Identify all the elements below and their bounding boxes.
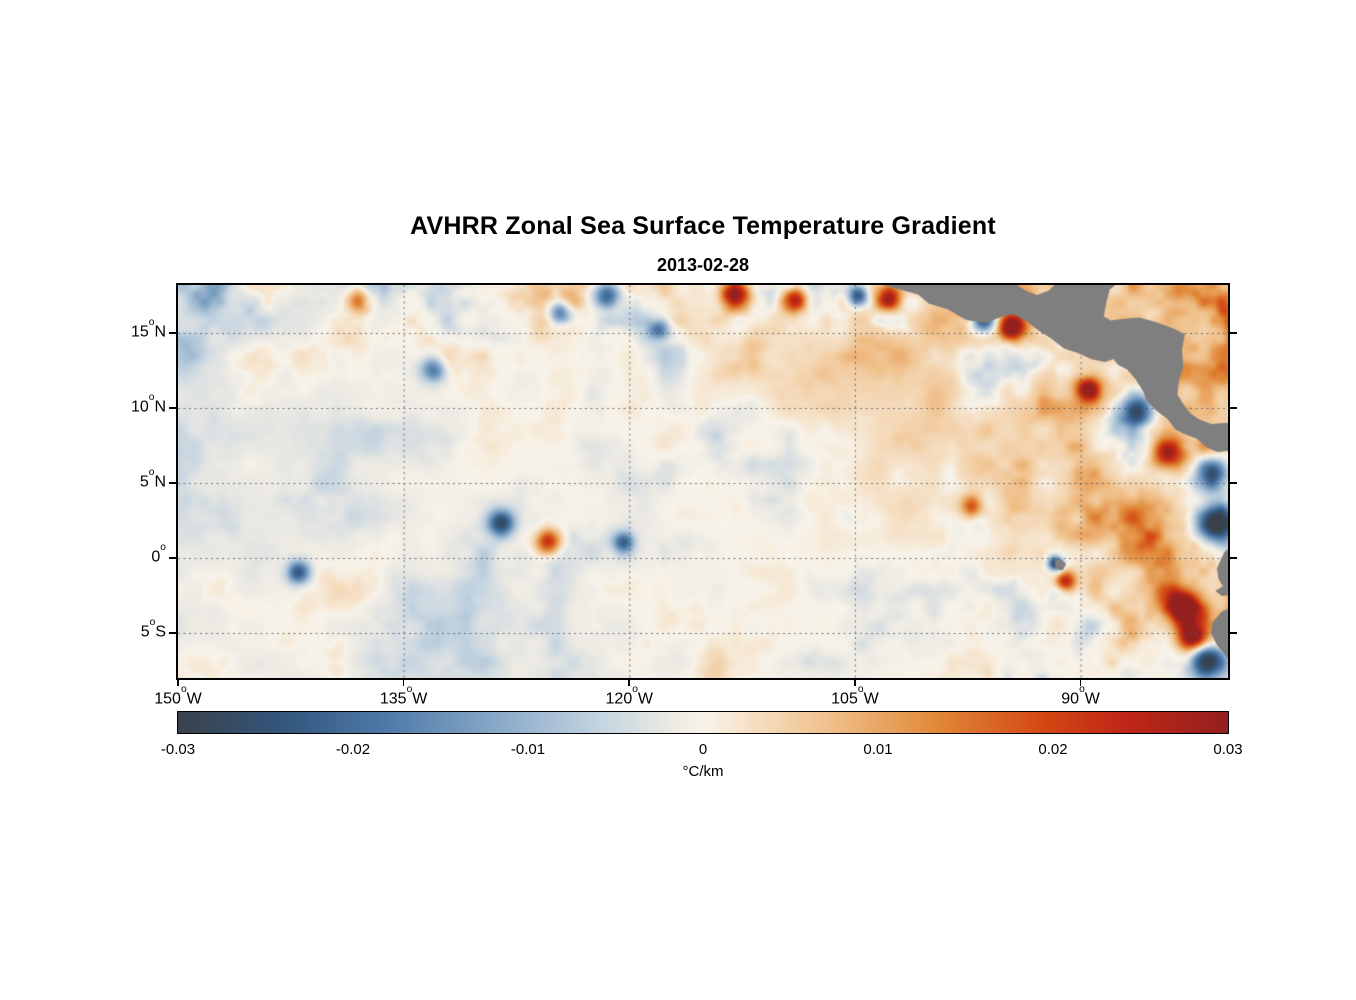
- colorbar-tick-label: -0.02: [335, 741, 371, 758]
- x-tick-mark: [628, 680, 631, 686]
- y-tick-label: 10oN: [130, 392, 166, 416]
- x-tick-mark: [177, 680, 179, 686]
- colorbar-tick-label: 0.03: [1213, 741, 1243, 758]
- colorbar-unit-label: °C/km: [682, 763, 724, 780]
- y-tick-label: 5oN: [139, 467, 166, 491]
- y-tick-mark: [169, 407, 176, 409]
- colorbar-tick-label: -0.03: [160, 741, 196, 758]
- colorbar-tick-label: -0.01: [510, 741, 546, 758]
- y-tick-mark: [169, 482, 176, 484]
- y-tick-label: 5oS: [140, 617, 166, 641]
- y-tick-mark: [169, 332, 176, 334]
- colorbar-gradient: [178, 712, 1228, 733]
- x-tick-label: 105oW: [831, 684, 879, 708]
- x-tick-label: 150oW: [154, 684, 202, 708]
- x-tick-mark: [854, 680, 856, 686]
- chart-date: 2013-02-28: [656, 255, 750, 275]
- colorbar-tick-label: 0.01: [863, 741, 893, 758]
- x-tick-mark: [402, 680, 405, 686]
- y-tick-mark-right: [1230, 332, 1237, 334]
- map-plot-frame: [176, 283, 1230, 680]
- y-tick-mark: [169, 557, 176, 559]
- x-tick-label: 90oW: [1061, 684, 1100, 708]
- y-tick-mark-right: [1230, 632, 1237, 634]
- x-tick-mark: [1079, 680, 1082, 686]
- colorbar: [177, 711, 1229, 734]
- y-tick-mark: [169, 632, 176, 634]
- y-tick-label: 0o: [151, 542, 166, 566]
- y-tick-mark-right: [1230, 407, 1237, 409]
- colorbar-tick-label: 0.02: [1038, 741, 1068, 758]
- y-tick-mark-right: [1230, 557, 1237, 559]
- colorbar-tick-label: 0: [698, 741, 708, 758]
- chart-title: AVHRR Zonal Sea Surface Temperature Grad…: [410, 212, 996, 240]
- x-tick-label: 135oW: [379, 684, 428, 708]
- y-tick-mark-right: [1230, 482, 1237, 484]
- x-tick-label: 120oW: [605, 684, 654, 708]
- sst-gradient-heatmap: [178, 285, 1228, 678]
- y-tick-label: 15oN: [130, 317, 166, 341]
